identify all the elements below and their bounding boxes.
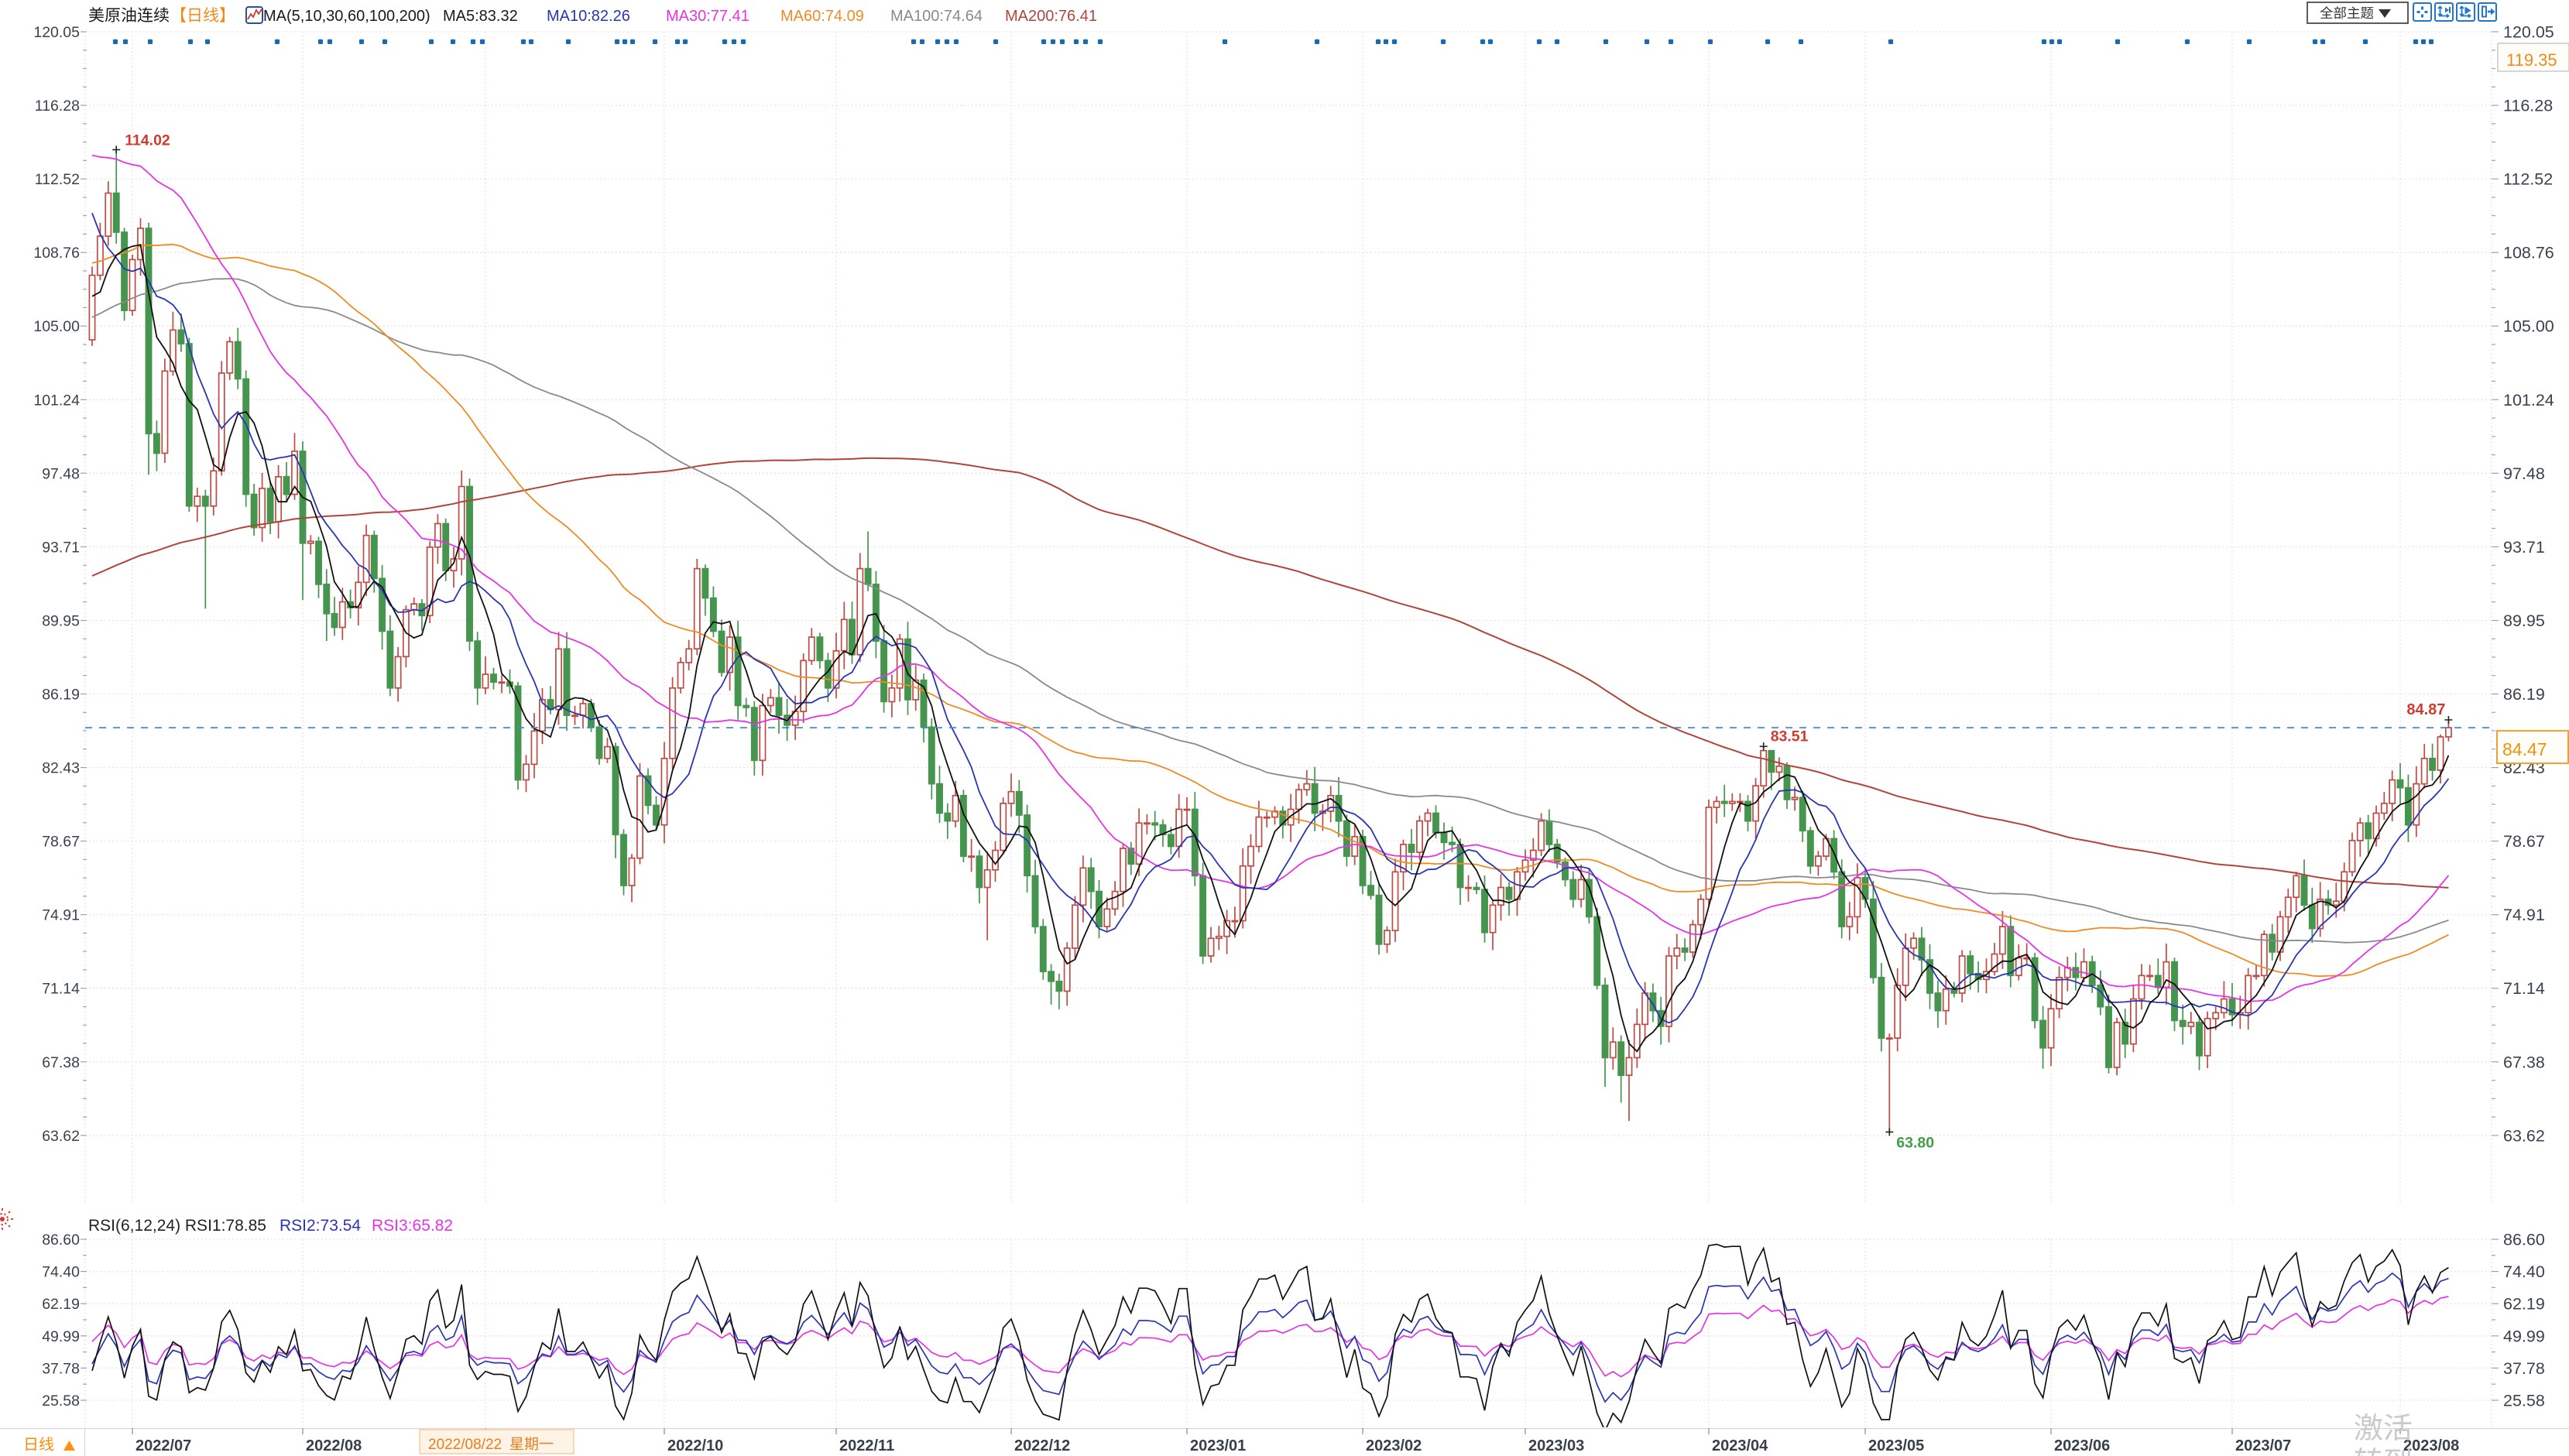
svg-text:37.78: 37.78 xyxy=(2503,1359,2545,1378)
svg-text:2022/10: 2022/10 xyxy=(667,1437,723,1454)
svg-text:84.47: 84.47 xyxy=(2502,739,2547,759)
svg-text:63.62: 63.62 xyxy=(42,1128,80,1145)
svg-text:2023/03: 2023/03 xyxy=(1528,1437,1584,1454)
svg-text:74.91: 74.91 xyxy=(2503,906,2545,924)
svg-text:49.99: 49.99 xyxy=(2503,1327,2545,1345)
svg-text:86.19: 86.19 xyxy=(42,687,80,704)
svg-text:82.43: 82.43 xyxy=(42,760,80,777)
svg-text:71.14: 71.14 xyxy=(42,981,80,998)
svg-text:105.00: 105.00 xyxy=(33,318,80,335)
svg-text:89.95: 89.95 xyxy=(2503,612,2545,630)
svg-text:67.38: 67.38 xyxy=(2503,1053,2545,1071)
svg-text:MA30:77.41: MA30:77.41 xyxy=(666,8,749,25)
svg-text:101.24: 101.24 xyxy=(2503,391,2554,409)
svg-text:84.87: 84.87 xyxy=(2406,701,2445,718)
svg-text:120.05: 120.05 xyxy=(2503,23,2554,42)
svg-text:62.19: 62.19 xyxy=(42,1296,80,1313)
svg-text:89.95: 89.95 xyxy=(42,613,80,630)
svg-text:2023/02: 2023/02 xyxy=(1366,1437,1422,1454)
svg-text:86.19: 86.19 xyxy=(2503,685,2545,704)
svg-text:RSI3:65.82: RSI3:65.82 xyxy=(372,1217,453,1235)
svg-text:93.71: 93.71 xyxy=(42,539,80,556)
svg-text:2022/07: 2022/07 xyxy=(135,1437,191,1454)
svg-text:86.60: 86.60 xyxy=(42,1232,80,1249)
svg-text:71.14: 71.14 xyxy=(2503,979,2545,998)
svg-text:101.24: 101.24 xyxy=(33,392,80,409)
svg-text:2023/07: 2023/07 xyxy=(2235,1437,2291,1454)
svg-text:105.00: 105.00 xyxy=(2503,317,2554,336)
svg-text:63.62: 63.62 xyxy=(2503,1126,2545,1145)
svg-text:MA5:83.32: MA5:83.32 xyxy=(443,8,518,25)
svg-text:25.58: 25.58 xyxy=(2503,1392,2545,1410)
svg-text:120.05: 120.05 xyxy=(33,24,80,41)
svg-text:RSI2:73.54: RSI2:73.54 xyxy=(280,1217,361,1235)
svg-text:49.99: 49.99 xyxy=(42,1328,80,1345)
svg-text:37.78: 37.78 xyxy=(42,1360,80,1377)
svg-text:97.48: 97.48 xyxy=(2503,464,2545,483)
svg-text:2023/01: 2023/01 xyxy=(1190,1437,1246,1454)
svg-text:108.76: 108.76 xyxy=(33,245,80,262)
svg-text:74.40: 74.40 xyxy=(2503,1262,2545,1281)
svg-text:112.52: 112.52 xyxy=(2503,170,2553,189)
svg-text:MA10:82.26: MA10:82.26 xyxy=(547,8,630,25)
svg-text:25.58: 25.58 xyxy=(42,1393,80,1410)
svg-text:2022/08/22: 2022/08/22 xyxy=(428,1437,502,1453)
svg-text:RSI(6,12,24) RSI1:78.85: RSI(6,12,24) RSI1:78.85 xyxy=(88,1217,266,1235)
svg-text:108.76: 108.76 xyxy=(2503,244,2554,262)
svg-text:2022/08: 2022/08 xyxy=(306,1437,362,1454)
svg-text:78.67: 78.67 xyxy=(2503,832,2545,851)
svg-text:MA200:76.41: MA200:76.41 xyxy=(1005,8,1097,25)
svg-text:112.52: 112.52 xyxy=(35,171,80,188)
svg-text:116.28: 116.28 xyxy=(35,98,80,115)
svg-text:2023/08: 2023/08 xyxy=(2403,1437,2459,1454)
svg-text:74.40: 74.40 xyxy=(42,1264,80,1281)
svg-text:2023/06: 2023/06 xyxy=(2054,1437,2110,1454)
svg-text:MA(5,10,30,60,100,200): MA(5,10,30,60,100,200) xyxy=(263,8,430,25)
svg-text:86.60: 86.60 xyxy=(2503,1231,2545,1249)
svg-text:2023/04: 2023/04 xyxy=(1712,1437,1768,1454)
svg-text:2022/12: 2022/12 xyxy=(1014,1437,1070,1454)
svg-text:74.91: 74.91 xyxy=(42,907,80,924)
svg-text:63.80: 63.80 xyxy=(1896,1134,1934,1151)
svg-text:93.71: 93.71 xyxy=(2503,538,2545,557)
svg-text:116.28: 116.28 xyxy=(2503,97,2553,115)
svg-text:MA100:74.64: MA100:74.64 xyxy=(890,8,983,25)
svg-text:78.67: 78.67 xyxy=(42,834,80,851)
svg-text:67.38: 67.38 xyxy=(42,1054,80,1071)
svg-text:2022/11: 2022/11 xyxy=(839,1437,894,1454)
svg-text:62.19: 62.19 xyxy=(2503,1295,2545,1314)
svg-text:MA60:74.09: MA60:74.09 xyxy=(780,8,864,25)
svg-text:119.35: 119.35 xyxy=(2506,50,2557,70)
svg-text:2023/05: 2023/05 xyxy=(1868,1437,1924,1454)
svg-text:97.48: 97.48 xyxy=(42,465,80,482)
svg-text:83.51: 83.51 xyxy=(1771,728,1809,745)
svg-text:114.02: 114.02 xyxy=(125,132,170,149)
